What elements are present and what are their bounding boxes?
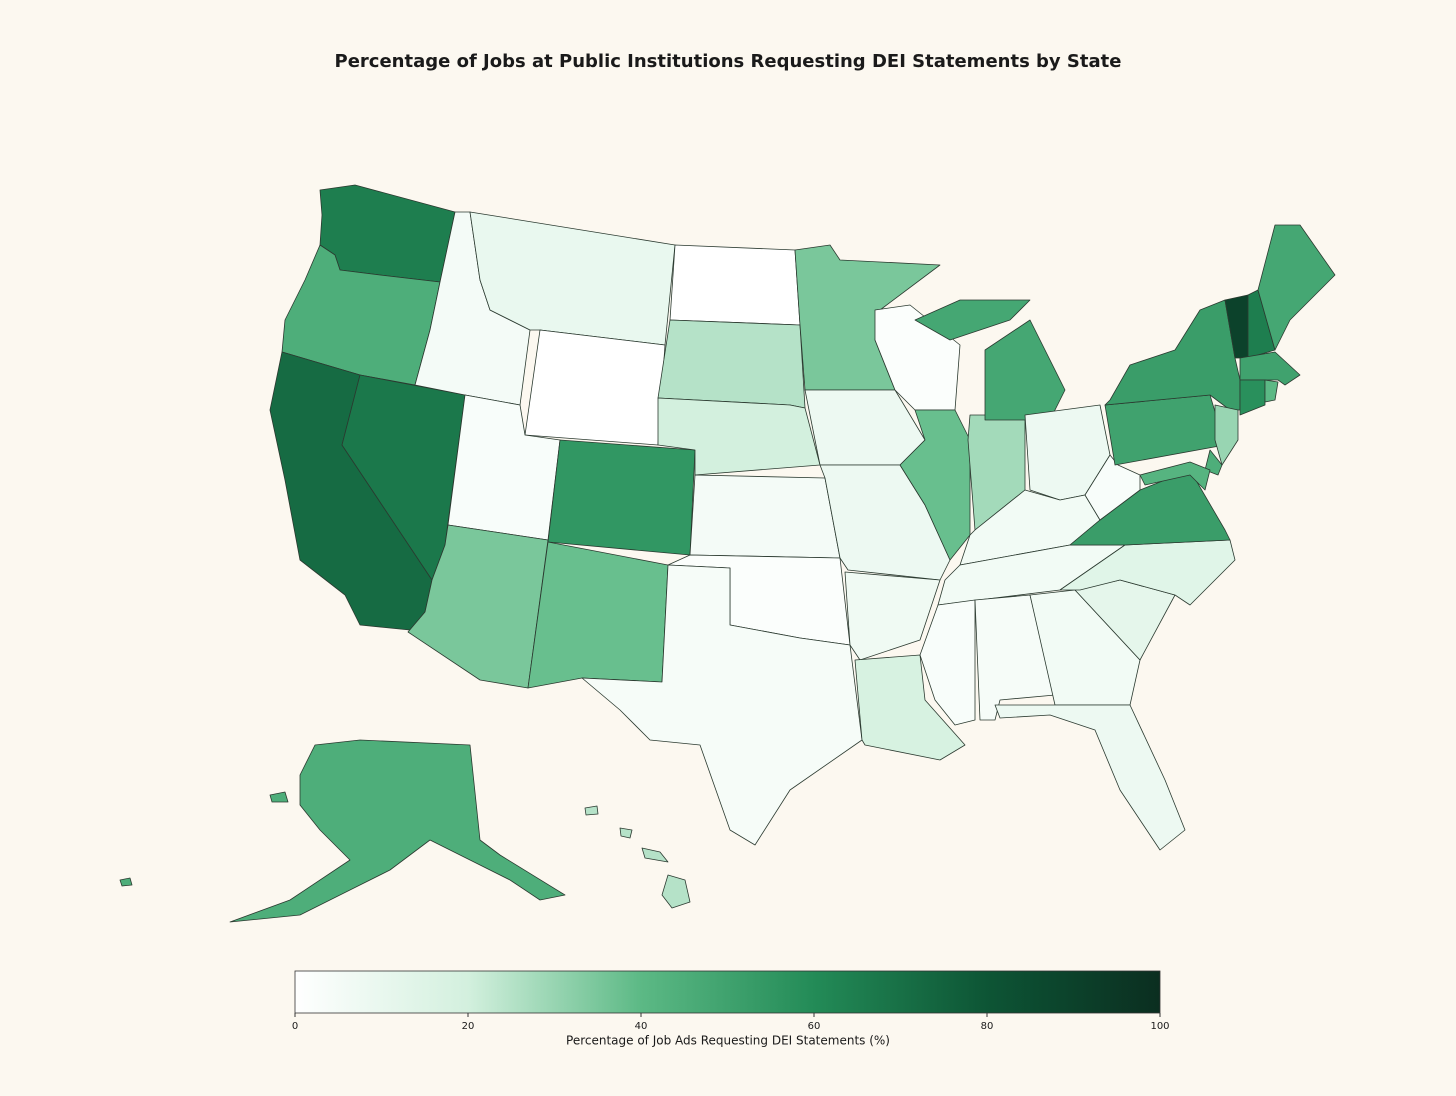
state xyxy=(1029,589,1141,706)
state xyxy=(994,704,1186,851)
state xyxy=(899,409,971,561)
state xyxy=(1257,224,1336,351)
state xyxy=(1264,379,1279,403)
state xyxy=(547,439,696,556)
state xyxy=(657,319,806,409)
state xyxy=(527,541,669,689)
state xyxy=(1239,379,1266,416)
colorbar-tick-label: 80 xyxy=(981,1021,994,1032)
state xyxy=(1214,404,1239,466)
state xyxy=(119,739,566,923)
state xyxy=(657,397,821,476)
chart-title: Percentage of Jobs at Public Institution… xyxy=(335,51,1122,72)
state xyxy=(581,564,863,846)
colorbar-tick-label: 60 xyxy=(808,1021,821,1032)
state xyxy=(524,329,666,446)
state xyxy=(1139,461,1211,491)
colorbar-tick-label: 40 xyxy=(635,1021,648,1032)
state xyxy=(469,211,676,346)
state xyxy=(669,244,801,326)
state xyxy=(844,571,941,661)
state xyxy=(689,474,841,559)
state xyxy=(854,654,966,761)
colorbar-tick-label: 100 xyxy=(1150,1021,1169,1032)
state xyxy=(1104,299,1241,411)
colorbar xyxy=(294,970,1161,1014)
state xyxy=(1204,449,1223,476)
state xyxy=(914,299,1066,421)
states xyxy=(119,184,1336,923)
state xyxy=(319,184,456,283)
colorbar-tick-label: 0 xyxy=(292,1021,298,1032)
state xyxy=(1104,394,1226,466)
state xyxy=(584,805,691,909)
colorbar-label: Percentage of Job Ads Requesting DEI Sta… xyxy=(566,1034,890,1048)
colorbar-tick-label: 20 xyxy=(462,1021,475,1032)
